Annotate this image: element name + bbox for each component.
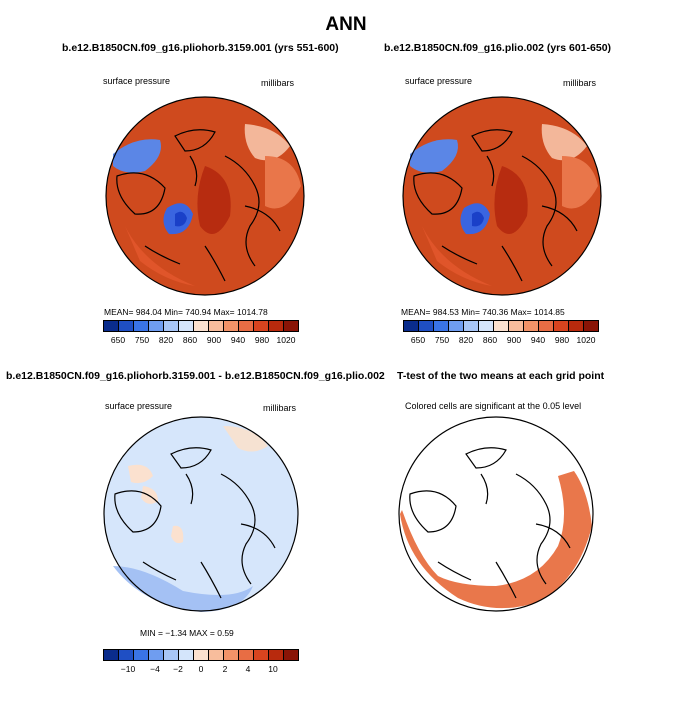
- colorbar-1-bin: [148, 321, 163, 331]
- colorbar-2-bin: [404, 321, 418, 331]
- colorbar-1-bin: [238, 321, 253, 331]
- colorbar-3-tick: −4: [150, 664, 160, 674]
- colorbar-2-bin: [448, 321, 463, 331]
- colorbar-1-bin: [268, 321, 283, 331]
- colorbar-1-bin: [133, 321, 148, 331]
- colorbar-3-bin: [118, 650, 133, 660]
- colorbar-1-tick: 650: [110, 335, 126, 345]
- colorbar-3-tick: 4: [245, 664, 251, 674]
- panel-2-map: [402, 96, 602, 296]
- colorbar-2-tick: 1020: [576, 335, 596, 345]
- panel-1-title: b.e12.B1850CN.f09_g16.pliohorb.3159.001 …: [62, 42, 339, 54]
- colorbar-1-tick: 900: [206, 335, 222, 345]
- colorbar-1-bin: [283, 321, 298, 331]
- colorbar-2-bin: [508, 321, 523, 331]
- colorbar-1-bin: [223, 321, 238, 331]
- panel-3-left-label: surface pressure: [105, 401, 173, 411]
- colorbar-1-bin: [193, 321, 208, 331]
- colorbar-2-bin: [583, 321, 598, 331]
- colorbar-3-bin: [208, 650, 223, 660]
- colorbar-2-bin: [478, 321, 493, 331]
- colorbar-2-bin: [568, 321, 583, 331]
- colorbar-1-tick: 940: [230, 335, 246, 345]
- colorbar-2-bin: [463, 321, 478, 331]
- colorbar-1-tick: 1020: [276, 335, 296, 345]
- colorbar-3-bin: [268, 650, 283, 660]
- panel-4-map: [398, 416, 594, 612]
- colorbar-2-bin: [433, 321, 448, 331]
- colorbar-2: [403, 320, 599, 332]
- figure-title: ANN: [325, 14, 367, 35]
- colorbar-1-bin: [253, 321, 268, 331]
- colorbar-1-tick: 750: [134, 335, 150, 345]
- colorbar-2-tick: 650: [410, 335, 426, 345]
- colorbar-2-bin: [538, 321, 553, 331]
- colorbar-1-tick: 860: [182, 335, 198, 345]
- colorbar-3-bin: [193, 650, 208, 660]
- colorbar-2-tick: 860: [482, 335, 498, 345]
- colorbar-1-bin: [208, 321, 223, 331]
- colorbar-1-bin: [163, 321, 178, 331]
- colorbar-2-bin: [523, 321, 538, 331]
- colorbar-1-bin: [118, 321, 133, 331]
- colorbar-3-tick: −10: [120, 664, 136, 674]
- colorbar-1: [103, 320, 299, 332]
- panel-3-title: b.e12.B1850CN.f09_g16.pliohorb.3159.001 …: [6, 370, 385, 382]
- panel-3-right-label: millibars: [263, 403, 297, 413]
- colorbar-1-tick: 980: [254, 335, 270, 345]
- panel-2-left-label: surface pressure: [405, 76, 473, 86]
- panel-3-stats: MIN = −1.34 MAX = 0.59: [140, 628, 234, 638]
- panel-4-title: T-test of the two means at each grid poi…: [397, 370, 605, 382]
- colorbar-1-tick: 820: [158, 335, 174, 345]
- panel-1-left-label: surface pressure: [103, 76, 171, 86]
- panel-2-right-label: millibars: [563, 78, 597, 88]
- colorbar-3-bin: [223, 650, 238, 660]
- colorbar-3-bin: [253, 650, 268, 660]
- panel-2-stats: MEAN= 984.53 Min= 740.36 Max= 1014.85: [401, 307, 565, 317]
- colorbar-3-bin: [238, 650, 253, 660]
- panel-1-map: [105, 96, 305, 296]
- colorbar-1-bin: [178, 321, 193, 331]
- panel-4-center-label: Colored cells are significant at the 0.0…: [405, 401, 582, 411]
- panel-1-right-label: millibars: [261, 78, 295, 88]
- colorbar-3-bin: [148, 650, 163, 660]
- colorbar-2-bin: [493, 321, 508, 331]
- colorbar-2-tick: 980: [554, 335, 570, 345]
- colorbar-3-bin: [163, 650, 178, 660]
- colorbar-2-bin: [553, 321, 568, 331]
- colorbar-3-tick: 0: [198, 664, 204, 674]
- colorbar-3-bin: [283, 650, 298, 660]
- colorbar-3-bin: [178, 650, 193, 660]
- panel-3-map: [103, 416, 299, 612]
- colorbar-2-tick: 900: [506, 335, 522, 345]
- colorbar-3: [103, 649, 299, 661]
- panel-1-stats: MEAN= 984.04 Min= 740.94 Max= 1014.78: [104, 307, 268, 317]
- colorbar-2-tick: 940: [530, 335, 546, 345]
- colorbar-2-tick: 750: [434, 335, 450, 345]
- colorbar-3-tick: −2: [173, 664, 183, 674]
- colorbar-3-tick: 2: [222, 664, 228, 674]
- colorbar-1-bin: [104, 321, 118, 331]
- colorbar-2-tick: 820: [458, 335, 474, 345]
- colorbar-3-bin: [104, 650, 118, 660]
- panel-2-title: b.e12.B1850CN.f09_g16.plio.002 (yrs 601-…: [384, 42, 612, 54]
- colorbar-3-bin: [133, 650, 148, 660]
- colorbar-3-tick: 10: [268, 664, 278, 674]
- colorbar-2-bin: [418, 321, 433, 331]
